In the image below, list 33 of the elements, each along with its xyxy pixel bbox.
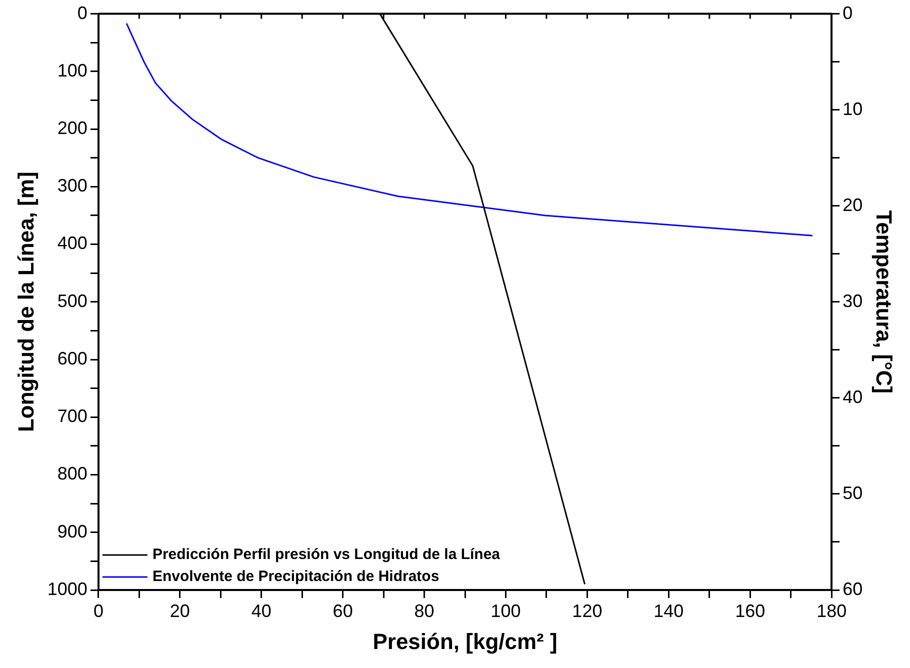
y-tick-label: 0 [77,2,88,23]
y2-tick-label: 60 [842,578,863,599]
y-tick-label: 800 [57,464,88,484]
x-tick-label: 0 [93,600,104,621]
x-tick-label: 40 [251,600,272,621]
y-tick-label: 600 [57,348,88,368]
y-tick-label: 100 [57,60,88,80]
x-tick-label: 180 [816,600,847,621]
x-tick-label: 80 [414,600,434,621]
x-tick-label: 120 [572,600,602,621]
y-tick-label: 200 [57,118,88,138]
legend-label: Predicción Perfil presión vs Longitud de la Línea [152,546,501,564]
legend-label: Envolvente de Precipitación de Hidratos [152,568,440,586]
y2-tick-label: 50 [842,482,863,503]
x-tick-label: 160 [735,600,766,621]
y2-axis-title: Temperatura, [°C] [872,210,897,394]
y-axis-title: Longitud de la Línea, [m] [13,172,38,432]
x-tick-label: 60 [332,600,353,621]
x-tick-label: 140 [654,600,684,621]
y2-tick-label: 20 [842,194,863,215]
y2-tick-label: 30 [842,290,863,311]
x-tick-label: 20 [170,600,190,621]
y-tick-label: 900 [57,521,88,542]
y-tick-label: 700 [57,406,88,426]
y2-tick-label: 0 [842,2,853,23]
x-axis-title: Presión, [kg/cm² ] [372,628,558,654]
y-tick-label: 500 [57,290,88,311]
x-tick-label: 100 [490,600,521,621]
y-tick-label: 1000 [47,578,88,599]
y2-tick-label: 10 [842,98,863,119]
y-tick-label: 300 [57,176,88,196]
y2-tick-label: 40 [842,386,863,407]
y-tick-label: 400 [57,233,88,254]
